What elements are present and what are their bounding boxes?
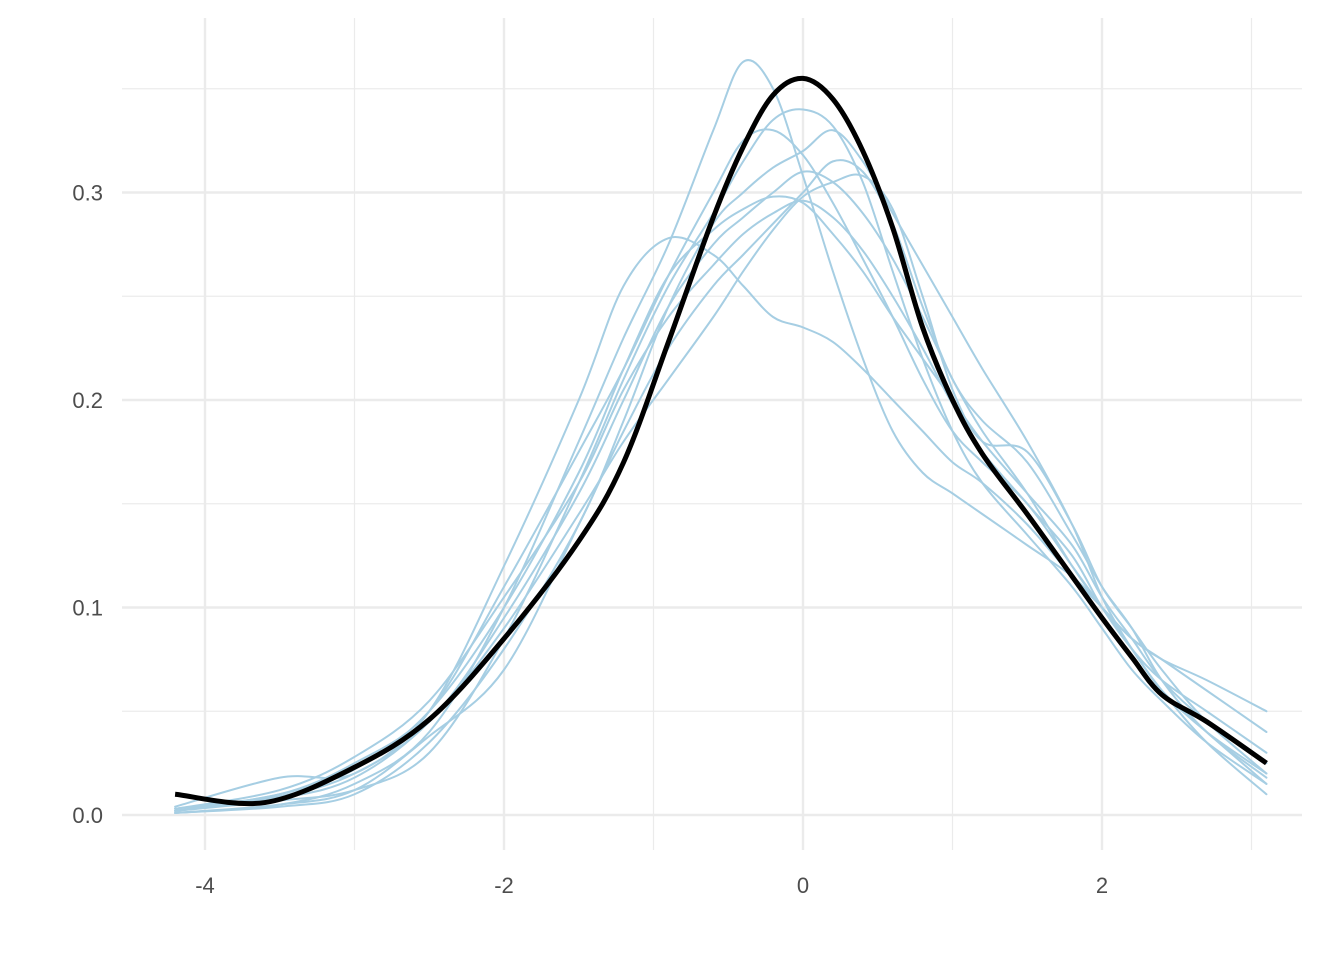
replicate-density-line-7: [174, 199, 1268, 810]
replicate-density-line-3: [174, 236, 1268, 808]
observed-density-line: [174, 75, 1268, 807]
replicate-density-lines: [174, 59, 1268, 814]
y-tick-label: 0.3: [72, 181, 103, 206]
x-axis: -4 -2 0 2: [195, 873, 1108, 898]
x-tick-label: 0: [797, 873, 809, 898]
x-tick-label: -4: [195, 873, 215, 898]
minor-gridlines: [122, 18, 1302, 850]
replicate-density-line-6: [174, 108, 1268, 812]
replicate-density-line-10: [174, 195, 1268, 812]
major-gridlines: [122, 18, 1302, 850]
replicate-density-line-9: [174, 170, 1268, 812]
x-tick-label: -2: [494, 873, 514, 898]
y-tick-label: 0.0: [72, 803, 103, 828]
y-tick-label: 0.1: [72, 596, 103, 621]
replicate-density-line-8: [174, 159, 1268, 814]
y-tick-label: 0.2: [72, 388, 103, 413]
y-axis: 0.0 0.1 0.2 0.3: [72, 181, 103, 829]
replicate-density-line-5: [174, 129, 1268, 814]
observed-density-line: [174, 75, 1268, 807]
x-tick-label: 2: [1096, 873, 1108, 898]
